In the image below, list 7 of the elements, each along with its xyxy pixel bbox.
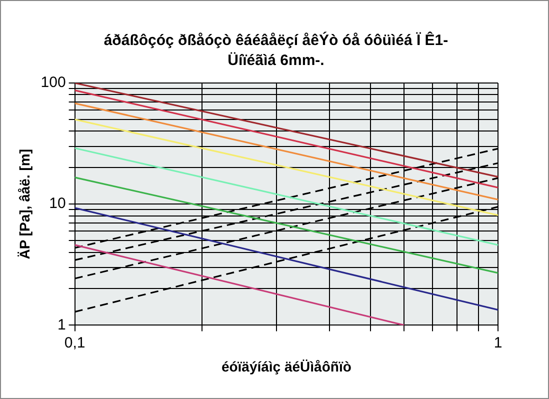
x-tick-label: 0,1: [64, 334, 86, 352]
y-tick-label: 10: [49, 195, 66, 212]
y-tick-label: 100: [40, 74, 66, 92]
x-axis-title: éóïäýíáìç äéÜìåôñïò: [221, 358, 352, 374]
chart-title: áðáßôçóç ðßåóçò êáéâåëçí åêÝò óå óôüìéá Ï Ê1-Üíïéãìá 6mm-.: [102, 31, 450, 71]
y-tick-label: 1: [57, 316, 66, 334]
y-axis-title: ÄP [Pa], âåë. [m]: [16, 148, 32, 260]
